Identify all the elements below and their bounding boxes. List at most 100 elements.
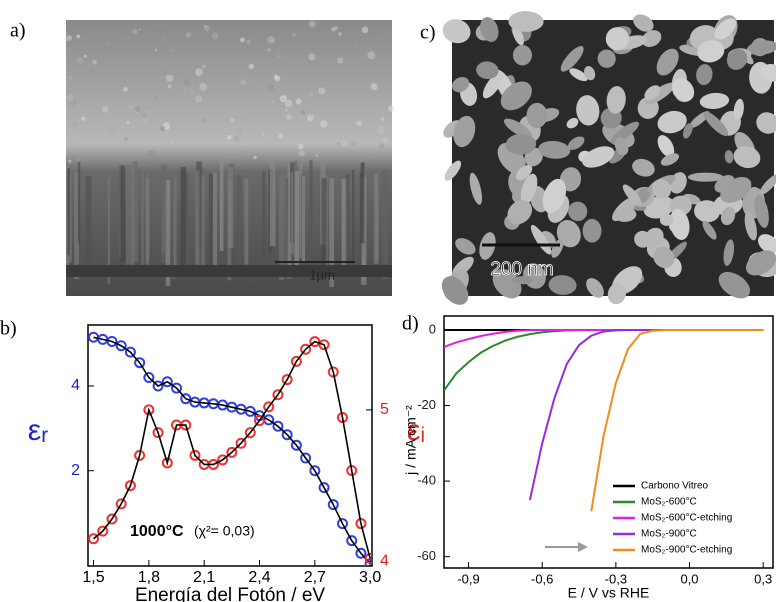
data-line bbox=[444, 330, 763, 390]
texture bbox=[292, 32, 296, 36]
texture bbox=[201, 175, 205, 267]
texture bbox=[302, 176, 305, 263]
texture bbox=[367, 52, 375, 60]
texture bbox=[180, 167, 186, 268]
texture bbox=[209, 173, 213, 270]
texture bbox=[268, 84, 275, 91]
x-tick-label: 1,8 bbox=[138, 569, 160, 586]
texture bbox=[362, 26, 369, 33]
texture bbox=[583, 219, 602, 243]
texture bbox=[196, 170, 200, 272]
texture bbox=[356, 121, 361, 126]
x-tick-label: -0,6 bbox=[531, 571, 553, 586]
texture bbox=[262, 172, 265, 259]
texture bbox=[165, 75, 168, 78]
plot-frame bbox=[444, 316, 773, 568]
texture bbox=[171, 49, 173, 51]
texture bbox=[110, 127, 114, 131]
texture bbox=[92, 60, 96, 64]
texture bbox=[299, 150, 305, 156]
texture bbox=[233, 37, 236, 40]
texture bbox=[202, 65, 206, 69]
texture bbox=[174, 178, 176, 267]
texture bbox=[76, 35, 80, 39]
y-tick-label: -60 bbox=[417, 548, 436, 563]
texture bbox=[244, 179, 248, 265]
texture bbox=[371, 33, 374, 36]
texture bbox=[272, 100, 275, 103]
texture bbox=[195, 95, 202, 102]
texture bbox=[245, 151, 247, 153]
texture bbox=[90, 70, 94, 74]
y-tick-label: -40 bbox=[417, 473, 436, 488]
texture bbox=[73, 122, 78, 127]
texture bbox=[240, 80, 246, 86]
texture bbox=[345, 133, 352, 140]
texture bbox=[132, 28, 138, 34]
texture bbox=[388, 105, 394, 111]
y-tick-label: 4 bbox=[71, 377, 80, 394]
texture bbox=[337, 143, 339, 145]
panel-label: d) bbox=[402, 313, 419, 335]
texture bbox=[65, 38, 68, 41]
texture bbox=[315, 154, 317, 156]
texture bbox=[371, 83, 378, 90]
texture bbox=[68, 159, 71, 162]
y-axis-label: εᵣ bbox=[28, 414, 49, 447]
legend-label: MoS₂-600°C-etching bbox=[641, 513, 732, 524]
scale-bar-label: 200 nm bbox=[490, 259, 553, 280]
x-tick-label: 2,1 bbox=[193, 569, 215, 586]
texture bbox=[228, 167, 233, 248]
texture bbox=[156, 22, 163, 29]
texture bbox=[261, 133, 264, 136]
texture bbox=[186, 32, 192, 38]
texture bbox=[168, 84, 172, 88]
texture bbox=[267, 48, 270, 51]
texture bbox=[267, 36, 275, 44]
texture bbox=[298, 144, 304, 150]
texture bbox=[67, 94, 74, 101]
texture bbox=[278, 134, 283, 139]
texture bbox=[142, 114, 145, 117]
texture bbox=[236, 175, 241, 271]
texture bbox=[245, 113, 248, 116]
figure: a) 1µm c) 200 nm b)1,51,82,12,42,73,0244… bbox=[0, 0, 776, 602]
texture bbox=[124, 137, 128, 141]
texture bbox=[201, 118, 205, 122]
texture bbox=[84, 55, 87, 58]
texture bbox=[383, 137, 389, 143]
y-axis-label: j / mA cm⁻² bbox=[403, 405, 419, 476]
panel-label: a) bbox=[10, 20, 26, 42]
texture bbox=[106, 43, 108, 45]
texture bbox=[380, 117, 384, 121]
texture bbox=[212, 32, 219, 39]
texture bbox=[220, 162, 224, 251]
texture bbox=[374, 155, 376, 157]
texture bbox=[326, 175, 329, 265]
texture bbox=[170, 141, 173, 144]
texture bbox=[513, 45, 532, 65]
texture bbox=[127, 121, 130, 124]
texture bbox=[382, 170, 388, 279]
x-tick-label: 0,3 bbox=[754, 571, 772, 586]
texture bbox=[269, 134, 272, 137]
texture bbox=[320, 120, 327, 127]
annotation: 1000°C bbox=[130, 523, 184, 540]
texture bbox=[239, 129, 242, 132]
texture bbox=[253, 156, 257, 160]
texture bbox=[81, 116, 85, 120]
texture bbox=[148, 150, 155, 157]
texture bbox=[275, 76, 281, 82]
texture bbox=[234, 136, 240, 142]
texture bbox=[76, 157, 81, 162]
x-tick-label: 2,4 bbox=[248, 569, 270, 586]
texture bbox=[121, 165, 126, 262]
texture bbox=[308, 53, 315, 60]
y-tick-label: -20 bbox=[417, 397, 436, 412]
texture bbox=[296, 99, 302, 105]
texture bbox=[66, 265, 392, 277]
texture bbox=[102, 106, 108, 112]
texture bbox=[67, 168, 69, 255]
texture bbox=[107, 138, 109, 140]
annotation: (χ²= 0,03) bbox=[194, 523, 255, 539]
